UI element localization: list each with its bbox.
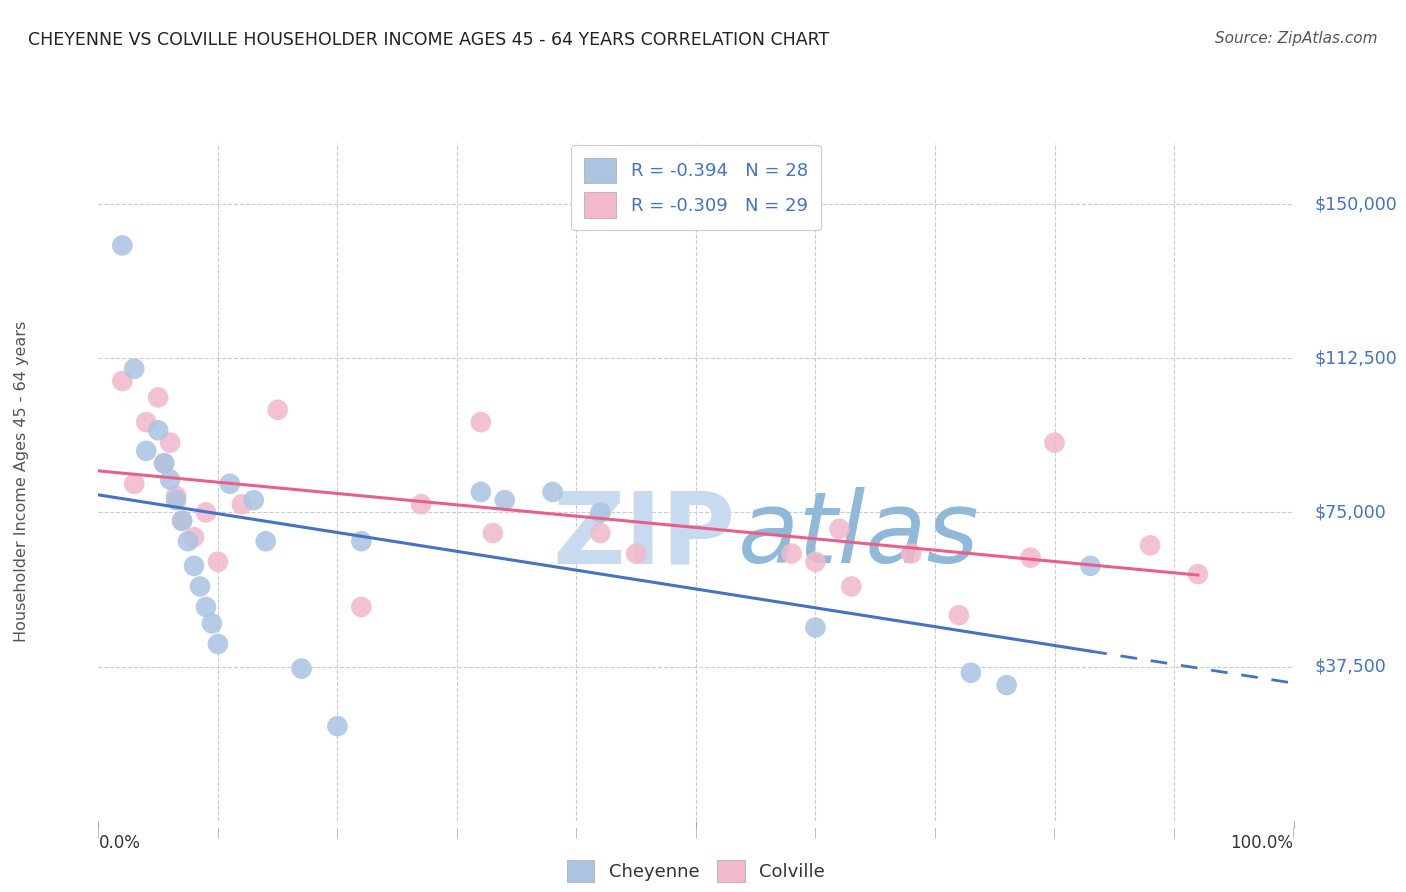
Point [541, 485, 564, 500]
Point [481, 526, 505, 541]
Point [183, 558, 205, 573]
Point [231, 497, 253, 511]
Point [1139, 538, 1161, 552]
Point [172, 514, 194, 528]
Point [159, 435, 181, 450]
Text: $112,500: $112,500 [1315, 350, 1398, 368]
Point [165, 493, 187, 508]
Text: |: | [1292, 828, 1295, 838]
Text: Source: ZipAtlas.com: Source: ZipAtlas.com [1215, 31, 1378, 46]
Text: |: | [97, 828, 100, 838]
Point [148, 423, 170, 437]
Point [165, 489, 187, 503]
Point [219, 476, 242, 491]
Point [589, 506, 612, 520]
Text: |: | [1053, 828, 1056, 838]
Text: CHEYENNE VS COLVILLE HOUSEHOLDER INCOME AGES 45 - 64 YEARS CORRELATION CHART: CHEYENNE VS COLVILLE HOUSEHOLDER INCOME … [28, 31, 830, 49]
Text: $75,000: $75,000 [1315, 503, 1386, 522]
Point [148, 391, 170, 405]
Point [1019, 550, 1042, 565]
Point [194, 506, 217, 520]
Point [1080, 558, 1102, 573]
Point [470, 415, 492, 429]
Point [124, 361, 146, 376]
Text: |: | [456, 828, 458, 838]
Point [828, 522, 851, 536]
Point [1187, 567, 1209, 582]
Text: |: | [336, 828, 339, 838]
Point [589, 526, 612, 541]
Point [804, 621, 827, 635]
Point [411, 497, 433, 511]
Point [124, 476, 146, 491]
Text: |: | [934, 828, 936, 838]
Point [153, 456, 176, 470]
Point [804, 555, 827, 569]
Point [624, 547, 647, 561]
Text: |: | [1173, 828, 1175, 838]
Point [900, 547, 922, 561]
Point [153, 456, 176, 470]
Point [948, 608, 970, 623]
Point [135, 415, 157, 429]
Point [135, 443, 157, 458]
Point [839, 579, 862, 593]
Text: $150,000: $150,000 [1315, 195, 1398, 213]
Point [350, 534, 373, 549]
Point [1043, 435, 1066, 450]
Point [995, 678, 1018, 692]
Point [188, 579, 211, 593]
Point [780, 547, 803, 561]
Text: |: | [814, 828, 817, 838]
Text: 100.0%: 100.0% [1230, 834, 1294, 852]
Text: Householder Income Ages 45 - 64 years: Householder Income Ages 45 - 64 years [14, 321, 28, 642]
Point [494, 493, 516, 508]
Point [243, 493, 266, 508]
Text: ZIP: ZIP [553, 487, 735, 584]
Text: 0.0%: 0.0% [98, 834, 141, 852]
Point [267, 402, 290, 417]
Point [207, 555, 229, 569]
Point [470, 485, 492, 500]
Point [254, 534, 277, 549]
Point [172, 514, 194, 528]
Point [201, 616, 224, 631]
Point [350, 599, 373, 614]
Point [183, 530, 205, 544]
Legend: Cheyenne, Colville: Cheyenne, Colville [560, 853, 832, 889]
Point [326, 719, 349, 733]
Text: |: | [217, 828, 219, 838]
Text: |: | [575, 828, 578, 838]
Point [207, 637, 229, 651]
Text: |: | [695, 828, 697, 838]
Point [111, 238, 134, 252]
Point [194, 599, 217, 614]
Point [111, 374, 134, 388]
Point [177, 534, 200, 549]
Point [290, 662, 312, 676]
Point [159, 473, 181, 487]
Point [959, 665, 981, 680]
Text: $37,500: $37,500 [1315, 657, 1386, 675]
Text: atlas: atlas [738, 487, 980, 584]
